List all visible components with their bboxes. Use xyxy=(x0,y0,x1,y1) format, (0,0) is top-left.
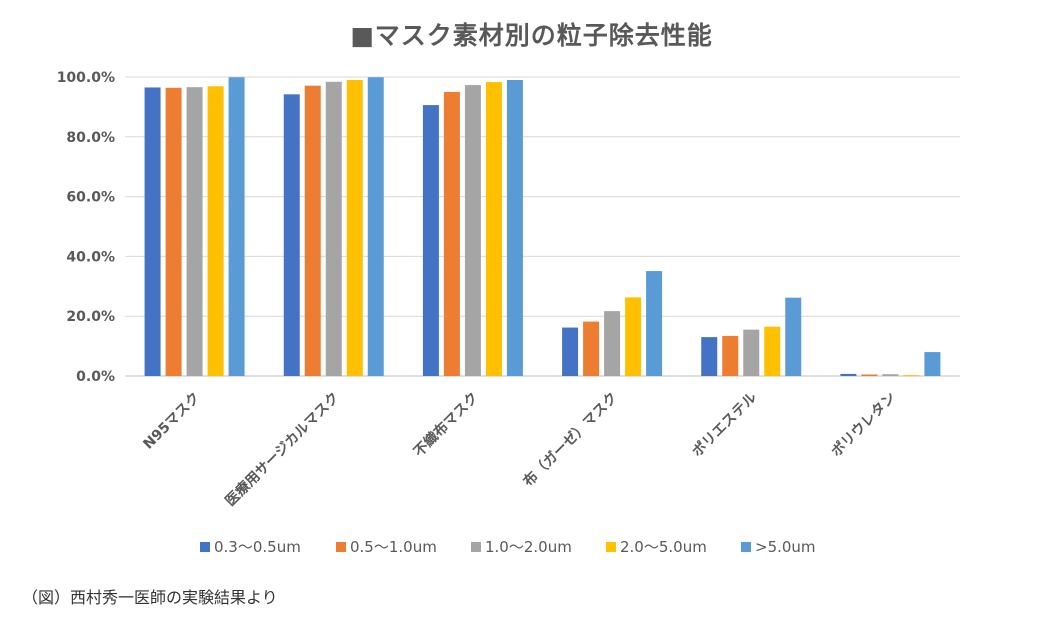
bar xyxy=(625,297,642,376)
bar xyxy=(304,85,321,377)
bar xyxy=(165,87,182,376)
legend-swatch xyxy=(336,542,346,552)
y-tick-label: 100.0% xyxy=(57,70,115,86)
bar xyxy=(646,271,663,376)
legend-label: 0.3〜0.5um xyxy=(214,538,301,556)
legend-label: 2.0〜5.0um xyxy=(620,538,707,556)
bar xyxy=(882,374,899,376)
legend-label: 1.0〜2.0um xyxy=(485,538,572,556)
bar xyxy=(924,352,941,376)
category-label: ポリエステル xyxy=(689,389,760,460)
chart-title: ■マスク素材別の粒子除去性能 xyxy=(350,21,713,50)
bar xyxy=(186,87,203,376)
bar xyxy=(485,82,502,376)
category-label: ポリウレタン xyxy=(828,389,899,460)
y-tick-label: 40.0% xyxy=(66,249,115,265)
y-tick-label: 80.0% xyxy=(66,130,115,146)
y-tick-label: 20.0% xyxy=(66,309,115,325)
figure-caption: （図）西村秀一医師の実験結果より xyxy=(22,588,278,607)
bar xyxy=(785,297,802,376)
bar xyxy=(207,86,224,377)
bar xyxy=(506,79,523,377)
category-label: 布（ガーゼ）マスク xyxy=(520,389,621,490)
y-tick-label: 60.0% xyxy=(66,190,115,206)
legend-swatch xyxy=(200,542,210,552)
bar xyxy=(903,375,920,376)
bar xyxy=(464,85,481,376)
bar xyxy=(583,321,600,376)
legend-label: 0.5〜1.0um xyxy=(350,538,437,556)
bar xyxy=(283,94,300,376)
legend-swatch xyxy=(741,542,751,552)
bar xyxy=(562,327,579,376)
bar xyxy=(764,326,781,376)
legend-label: >5.0um xyxy=(755,538,816,556)
category-label: N95マスク xyxy=(140,390,203,453)
legend-swatch xyxy=(471,542,481,552)
bar xyxy=(701,337,718,376)
bar xyxy=(743,329,760,376)
bar xyxy=(422,105,439,376)
bar xyxy=(367,77,384,376)
bar-chart: 0.0% 20.0% 40.0% 60.0% 80.0% 100.0% N95マスク 医療用サ… xyxy=(57,70,960,556)
bar xyxy=(443,91,460,376)
bar xyxy=(144,87,161,376)
category-label: 医療用サージカルマスク xyxy=(222,389,343,510)
bar xyxy=(604,311,621,376)
legend-swatch xyxy=(606,542,616,552)
bar xyxy=(346,79,363,377)
y-tick-label: 0.0% xyxy=(76,369,115,385)
bar xyxy=(325,81,342,376)
bar xyxy=(228,77,245,376)
bar xyxy=(861,374,878,376)
bar xyxy=(840,373,857,376)
category-label: 不織布マスク xyxy=(410,389,481,460)
bar xyxy=(722,335,739,376)
